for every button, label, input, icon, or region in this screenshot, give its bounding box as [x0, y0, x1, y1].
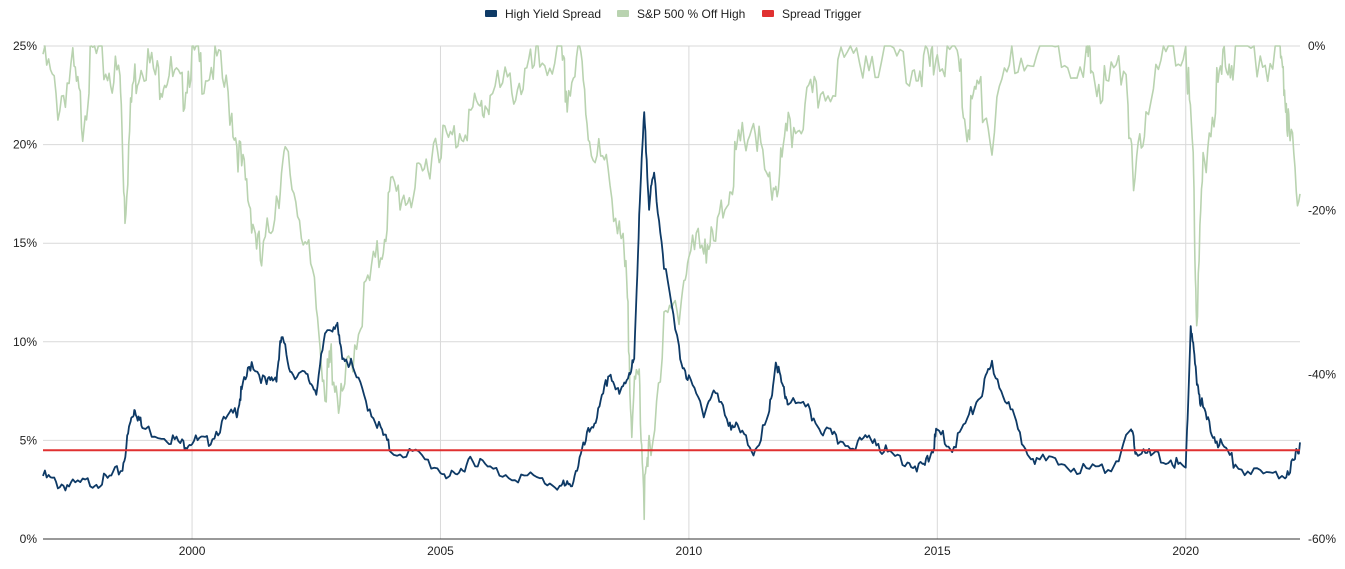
- y-left-tick-label: 10%: [13, 335, 37, 349]
- series-layer: [42, 45, 1301, 521]
- legend-item-sp500-off-high[interactable]: S&P 500 % Off High: [617, 7, 745, 21]
- x-tick-label: 2015: [924, 544, 951, 558]
- y-left-tick-label: 20%: [13, 138, 37, 152]
- y-right-tick-label: -60%: [1308, 532, 1336, 546]
- x-tick-label: 2020: [1172, 544, 1199, 558]
- y-right-tick-label: -20%: [1308, 203, 1336, 217]
- legend: High Yield Spread S&P 500 % Off High Spr…: [485, 7, 861, 21]
- legend-item-high-yield-spread[interactable]: High Yield Spread: [485, 7, 601, 21]
- y-right-tick-label: 0%: [1308, 39, 1326, 53]
- axes: 0% 5% 10% 15% 20% 25% 0% -20% -40% -60% 2000 2005 20…: [13, 39, 1336, 558]
- x-tick-label: 2005: [427, 544, 454, 558]
- y-left-tick-label: 15%: [13, 236, 37, 250]
- series-line-high-yield-spread: [42, 111, 1301, 492]
- y-left-tick-label: 5%: [20, 433, 38, 447]
- x-tick-label: 2010: [676, 544, 703, 558]
- legend-label-sp500-off-high: S&P 500 % Off High: [637, 7, 745, 21]
- series-line-s-p-500-off-high: [42, 45, 1301, 521]
- grid: [43, 45, 1300, 539]
- legend-swatch-high-yield-spread: [485, 10, 497, 17]
- legend-swatch-spread-trigger: [762, 10, 774, 17]
- legend-swatch-sp500-off-high: [617, 10, 629, 17]
- y-left-tick-label: 0%: [20, 532, 38, 546]
- legend-label-high-yield-spread: High Yield Spread: [505, 7, 601, 21]
- legend-label-spread-trigger: Spread Trigger: [782, 7, 861, 21]
- x-tick-label: 2000: [179, 544, 206, 558]
- y-left-tick-label: 25%: [13, 39, 37, 53]
- legend-item-spread-trigger[interactable]: Spread Trigger: [762, 7, 861, 21]
- y-right-tick-label: -40%: [1308, 368, 1336, 382]
